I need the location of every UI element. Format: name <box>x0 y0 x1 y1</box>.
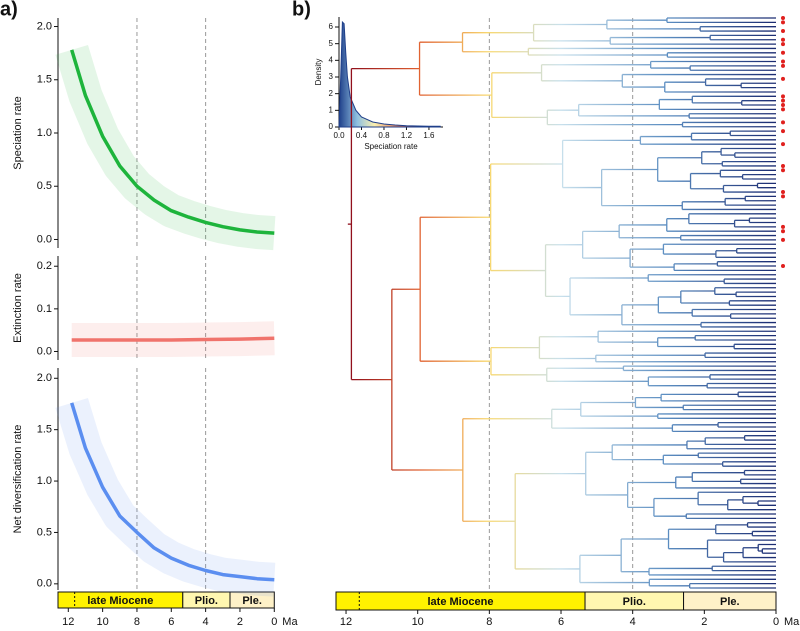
y-tick-label: 0.5 <box>37 526 52 538</box>
x-tick-label: 0 <box>271 616 277 628</box>
y-tick-label: 1.0 <box>37 127 52 139</box>
tip-marker <box>781 63 785 68</box>
panel-label: b) <box>292 0 311 20</box>
period-label: Ple. <box>242 595 262 607</box>
x-axis-label: Speciation rate <box>364 142 418 151</box>
tip-marker <box>781 107 785 112</box>
y-tick-label: 1.5 <box>37 74 52 86</box>
y-axis-label: Speciation rate <box>12 96 24 169</box>
y-tick-label: 0.2 <box>37 260 52 272</box>
x-tick-label: 1.2 <box>401 131 413 140</box>
period-label: late Miocene <box>87 595 153 607</box>
uncertainty-band <box>55 44 276 251</box>
y-tick-label: 0.5 <box>37 180 52 192</box>
tip-marker <box>781 190 785 195</box>
y-tick-label: 0.0 <box>37 578 52 590</box>
y-tick-label: 0.0 <box>37 345 52 357</box>
panel-label: a) <box>0 0 18 20</box>
tip-marker <box>781 168 785 173</box>
y-tick-label: 2.0 <box>37 20 52 32</box>
y-tick-label: 2.0 <box>37 372 52 384</box>
tip-marker <box>781 264 785 269</box>
y-tick-label: 3 <box>329 72 334 81</box>
x-tick-label: 10 <box>412 616 424 628</box>
y-tick-label: 1.0 <box>37 475 52 487</box>
tip-marker <box>781 229 785 234</box>
x-tick-label: 4 <box>630 616 636 628</box>
y-tick-label: 6 <box>329 22 334 31</box>
phylogeny <box>347 16 785 589</box>
tip-marker <box>781 59 785 64</box>
period-label: Plio. <box>623 596 646 608</box>
tip-marker <box>781 29 785 34</box>
x-tick-label: 12 <box>340 616 352 628</box>
period-bar <box>683 591 777 611</box>
y-tick-label: 4 <box>329 55 334 64</box>
tip-marker <box>781 120 785 125</box>
period-label: late Miocene <box>427 596 493 608</box>
y-axis-label: Extinction rate <box>12 273 24 343</box>
x-tick-label: 6 <box>558 616 564 628</box>
y-tick-label: 1.5 <box>37 424 52 436</box>
x-tick-label: 10 <box>97 616 109 628</box>
y-tick-label: 0 <box>329 122 334 131</box>
rate-line <box>71 336 275 342</box>
y-tick-label: 1 <box>329 105 334 114</box>
y-tick-label: 0.1 <box>37 303 52 315</box>
x-tick-label: 2 <box>701 616 707 628</box>
period-bar <box>229 591 275 609</box>
tip-marker <box>781 42 785 47</box>
tip-marker <box>781 20 785 25</box>
period-label: Plio. <box>195 595 218 607</box>
tip-marker <box>781 224 785 229</box>
y-tick-label: 0.0 <box>37 233 52 245</box>
tip-marker <box>781 94 785 99</box>
x-unit: Ma <box>282 616 298 628</box>
tip-marker <box>781 142 785 147</box>
rate-line <box>70 402 275 582</box>
y-axis-label: Density <box>314 59 323 86</box>
x-tick-label: 0.8 <box>378 131 390 140</box>
x-tick-label: 2 <box>237 616 243 628</box>
y-tick-label: 2 <box>329 89 334 98</box>
tip-marker <box>781 16 785 20</box>
x-tick-label: 6 <box>168 616 174 628</box>
x-tick-label: 0 <box>773 616 779 628</box>
tip-marker <box>781 37 785 42</box>
tip-marker <box>781 163 785 168</box>
tip-marker <box>781 76 785 81</box>
period-label: Ple. <box>720 596 740 608</box>
x-tick-label: 12 <box>62 616 74 628</box>
tip-marker <box>781 103 785 108</box>
density-area <box>338 20 441 128</box>
tip-marker <box>781 50 785 55</box>
tip-marker <box>781 129 785 134</box>
y-tick-label: 5 <box>329 39 334 48</box>
x-tick-label: 0.0 <box>333 131 345 140</box>
y-axis-label: Net diversification rate <box>12 425 24 534</box>
x-unit: Ma <box>784 616 800 628</box>
x-tick-label: 0.4 <box>356 131 368 140</box>
uncertainty-band <box>55 397 276 597</box>
x-tick-label: 1.6 <box>423 131 435 140</box>
rate-line <box>70 49 275 235</box>
x-tick-label: 4 <box>203 616 209 628</box>
tip-marker <box>781 98 785 103</box>
tip-marker <box>781 237 785 242</box>
tip-marker <box>781 194 785 199</box>
x-tick-label: 8 <box>134 616 140 628</box>
x-tick-label: 8 <box>486 616 492 628</box>
